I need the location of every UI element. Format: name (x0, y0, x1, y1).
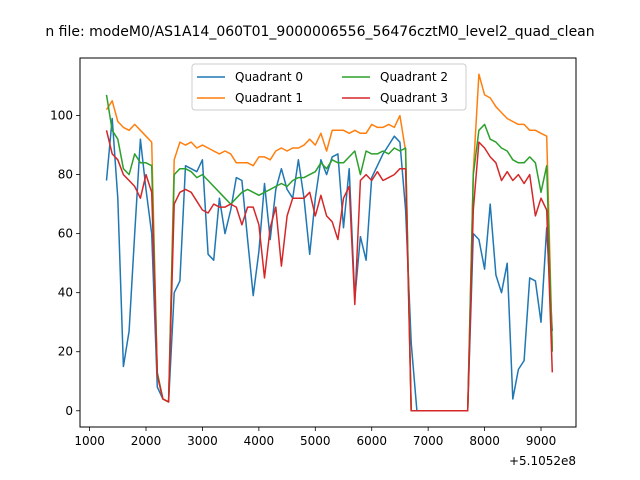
series-layer (105, 73, 554, 412)
legend-box (191, 63, 467, 111)
legend-label-quadrant-1: Quadrant 1 (235, 91, 303, 105)
x-tick-label: 3000 (187, 434, 218, 448)
x-tick-label: 8000 (469, 434, 500, 448)
legend: Quadrant 0 Quadrant 1 Quadrant 2 Quadrant 3 (191, 63, 467, 111)
x-tick-label: 7000 (413, 434, 444, 448)
series-line-quadrant-1 (105, 73, 554, 412)
legend-label-quadrant-3: Quadrant 3 (380, 91, 448, 105)
y-tick-label: 40 (58, 286, 73, 300)
x-tick-label: 9000 (526, 434, 557, 448)
legend-label-quadrant-2: Quadrant 2 (380, 70, 448, 84)
y-tick-label: 60 (58, 227, 73, 241)
series-line-quadrant-2 (105, 94, 554, 412)
y-tick-label: 20 (58, 345, 73, 359)
y-tick-label: 0 (65, 404, 73, 418)
x-tick-label: 2000 (131, 434, 162, 448)
x-tick-label: 1000 (74, 434, 105, 448)
series-line-quadrant-0 (105, 117, 554, 412)
y-tick-label: 100 (50, 109, 73, 123)
legend-label-quadrant-0: Quadrant 0 (235, 70, 303, 84)
series-line-quadrant-3 (105, 130, 554, 412)
y-tick-label: 80 (58, 168, 73, 182)
x-tick-label: 6000 (356, 434, 387, 448)
axes-layer: 1000 2000 3000 4000 5000 6000 7000 8000 9000 0 20 4… (50, 109, 556, 448)
x-axis-offset-label: +5.1052e8 (509, 454, 576, 468)
chart-title: n file: modeM0/AS1A14_060T01_9000006556_… (45, 24, 594, 40)
x-tick-label: 4000 (244, 434, 275, 448)
plot-frame (79, 57, 577, 428)
x-tick-label: 5000 (300, 434, 331, 448)
